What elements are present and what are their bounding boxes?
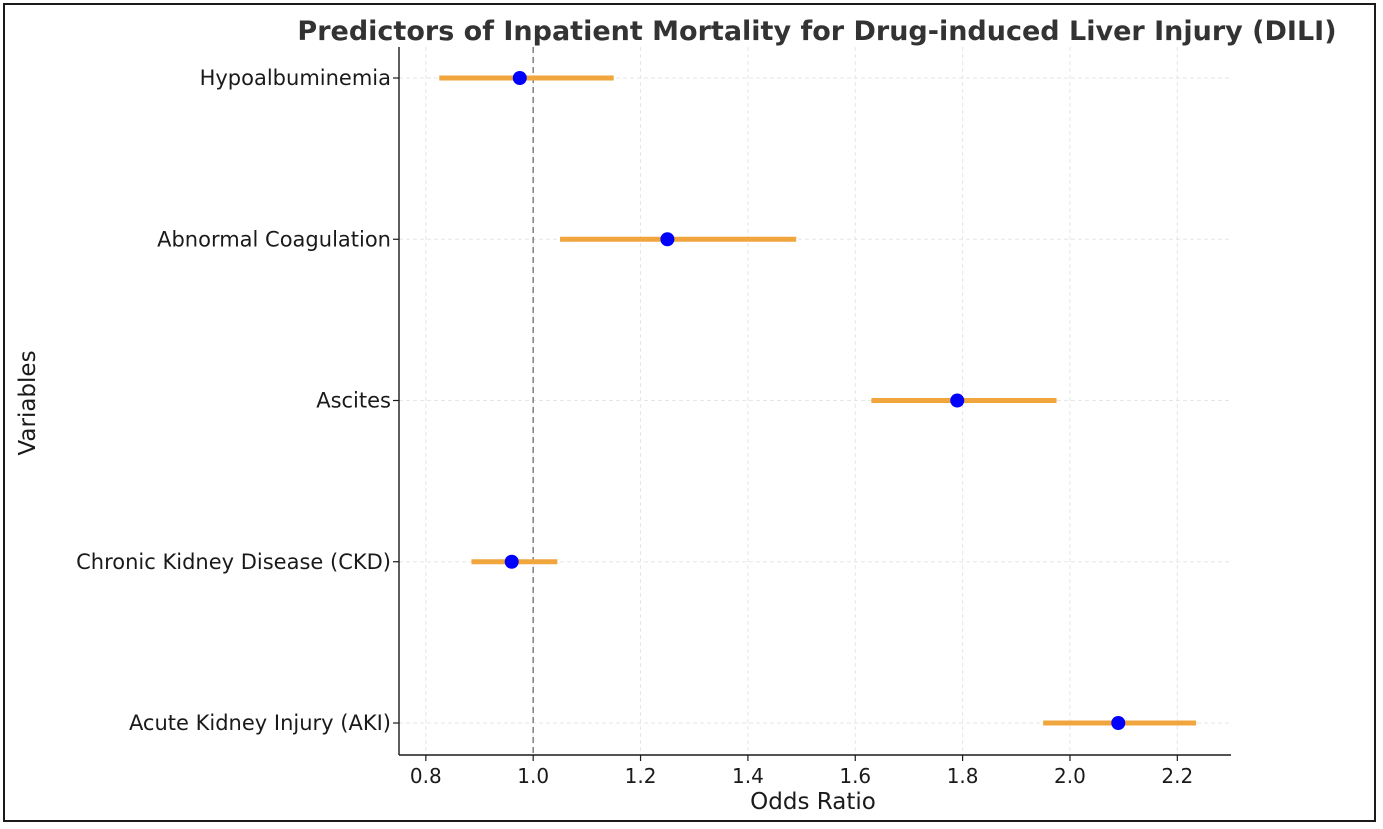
x-tick-label: 2.2 xyxy=(1161,764,1193,788)
figure-frame: Acute Kidney Injury (AKI) Chronic Kidney … xyxy=(3,3,1376,822)
x-tick-label: 2.0 xyxy=(1054,764,1086,788)
y-axis-title: Variables xyxy=(15,350,41,455)
x-tick-label: 1.0 xyxy=(517,764,549,788)
x-tick-label: 0.8 xyxy=(410,764,442,788)
odds-ratio-point xyxy=(950,393,965,408)
odds-ratio-point xyxy=(504,554,519,569)
forest-plot: Acute Kidney Injury (AKI) Chronic Kidney … xyxy=(15,16,1337,815)
category-label: Abnormal Coagulation xyxy=(157,227,391,251)
axes-layer xyxy=(393,47,1231,761)
grid-layer xyxy=(399,47,1231,755)
category-label: Ascites xyxy=(316,389,391,413)
y-tick-labels: Acute Kidney Injury (AKI) Chronic Kidney … xyxy=(76,66,391,735)
x-tick-labels: 0.8 1.0 1.2 1.4 1.6 1.8 2.0 2.2 xyxy=(410,764,1193,788)
chart-title: Predictors of Inpatient Mortality for Dr… xyxy=(297,16,1336,47)
category-label: Hypoalbuminemia xyxy=(200,66,391,90)
odds-ratio-point xyxy=(660,232,675,247)
category-label: Acute Kidney Injury (AKI) xyxy=(129,711,391,735)
x-tick-label: 1.2 xyxy=(625,764,657,788)
category-label: Chronic Kidney Disease (CKD) xyxy=(76,550,391,574)
x-tick-label: 1.8 xyxy=(947,764,979,788)
point-layer xyxy=(504,71,1126,730)
x-tick-label: 1.6 xyxy=(839,764,871,788)
confidence-interval-layer xyxy=(439,75,1197,726)
x-axis-title: Odds Ratio xyxy=(750,789,876,815)
odds-ratio-point xyxy=(1111,716,1126,730)
x-tick-label: 1.4 xyxy=(732,764,764,788)
odds-ratio-point xyxy=(512,71,527,85)
